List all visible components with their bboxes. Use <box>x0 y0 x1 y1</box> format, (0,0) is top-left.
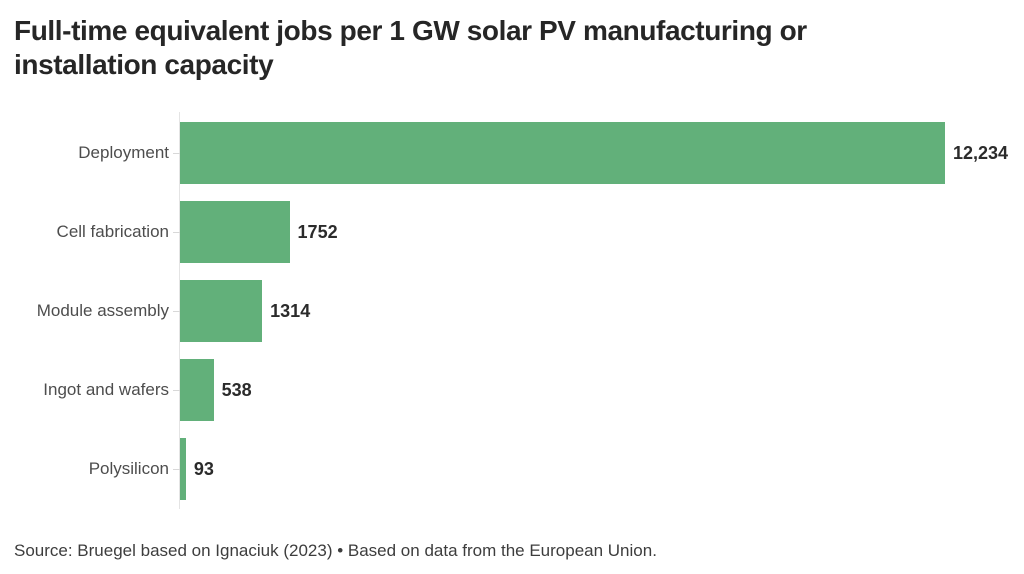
value-label: 1752 <box>297 221 338 242</box>
category-label: Ingot and wafers <box>43 380 169 399</box>
bar-area: 93 <box>180 438 1010 500</box>
category-label-cell: Cell fabrication <box>14 201 180 263</box>
bar-cell-fabrication <box>180 201 290 263</box>
bar-row: Polysilicon 93 <box>14 438 1010 500</box>
category-label-cell: Polysilicon <box>14 438 180 500</box>
category-label-cell: Deployment <box>14 122 180 184</box>
bar-deployment <box>180 122 945 184</box>
bar-area: 1314 <box>180 280 1010 342</box>
bar-area: 12,234 <box>180 122 1010 184</box>
value-label: 12,234 <box>953 142 1009 163</box>
bar-row: Module assembly 1314 <box>14 280 1010 342</box>
bar-ingot-and-wafers <box>180 359 214 421</box>
value-label: 93 <box>193 458 214 479</box>
bar-module-assembly <box>180 280 263 342</box>
bar-row: Cell fabrication 1752 <box>14 201 1010 263</box>
axis-tick <box>173 389 180 391</box>
category-label: Deployment <box>78 143 169 162</box>
bar-rows: Deployment 12,234 Cell fabrication 1752 Modu… <box>14 122 1010 500</box>
value-label: 1314 <box>270 300 311 321</box>
bar-row: Ingot and wafers 538 <box>14 359 1010 421</box>
category-label-cell: Module assembly <box>14 280 180 342</box>
axis-tick <box>173 152 180 154</box>
category-label: Polysilicon <box>88 459 169 478</box>
category-label: Cell fabrication <box>56 222 169 241</box>
bar-row: Deployment 12,234 <box>14 122 1010 184</box>
bar-area: 538 <box>180 359 1010 421</box>
bar-chart: Deployment 12,234 Cell fabrication 1752 Modu… <box>14 112 1010 509</box>
chart-title: Full-time equivalent jobs per 1 GW solar… <box>14 15 807 80</box>
axis-tick <box>173 231 180 233</box>
value-label: 538 <box>221 379 252 400</box>
category-label: Module assembly <box>36 301 169 320</box>
bar-polysilicon <box>180 438 186 500</box>
axis-tick <box>173 468 180 470</box>
source-note: Source: Bruegel based on Ignaciuk (2023)… <box>14 541 657 560</box>
category-label-cell: Ingot and wafers <box>14 359 180 421</box>
axis-tick <box>173 310 180 312</box>
bar-area: 1752 <box>180 201 1010 263</box>
